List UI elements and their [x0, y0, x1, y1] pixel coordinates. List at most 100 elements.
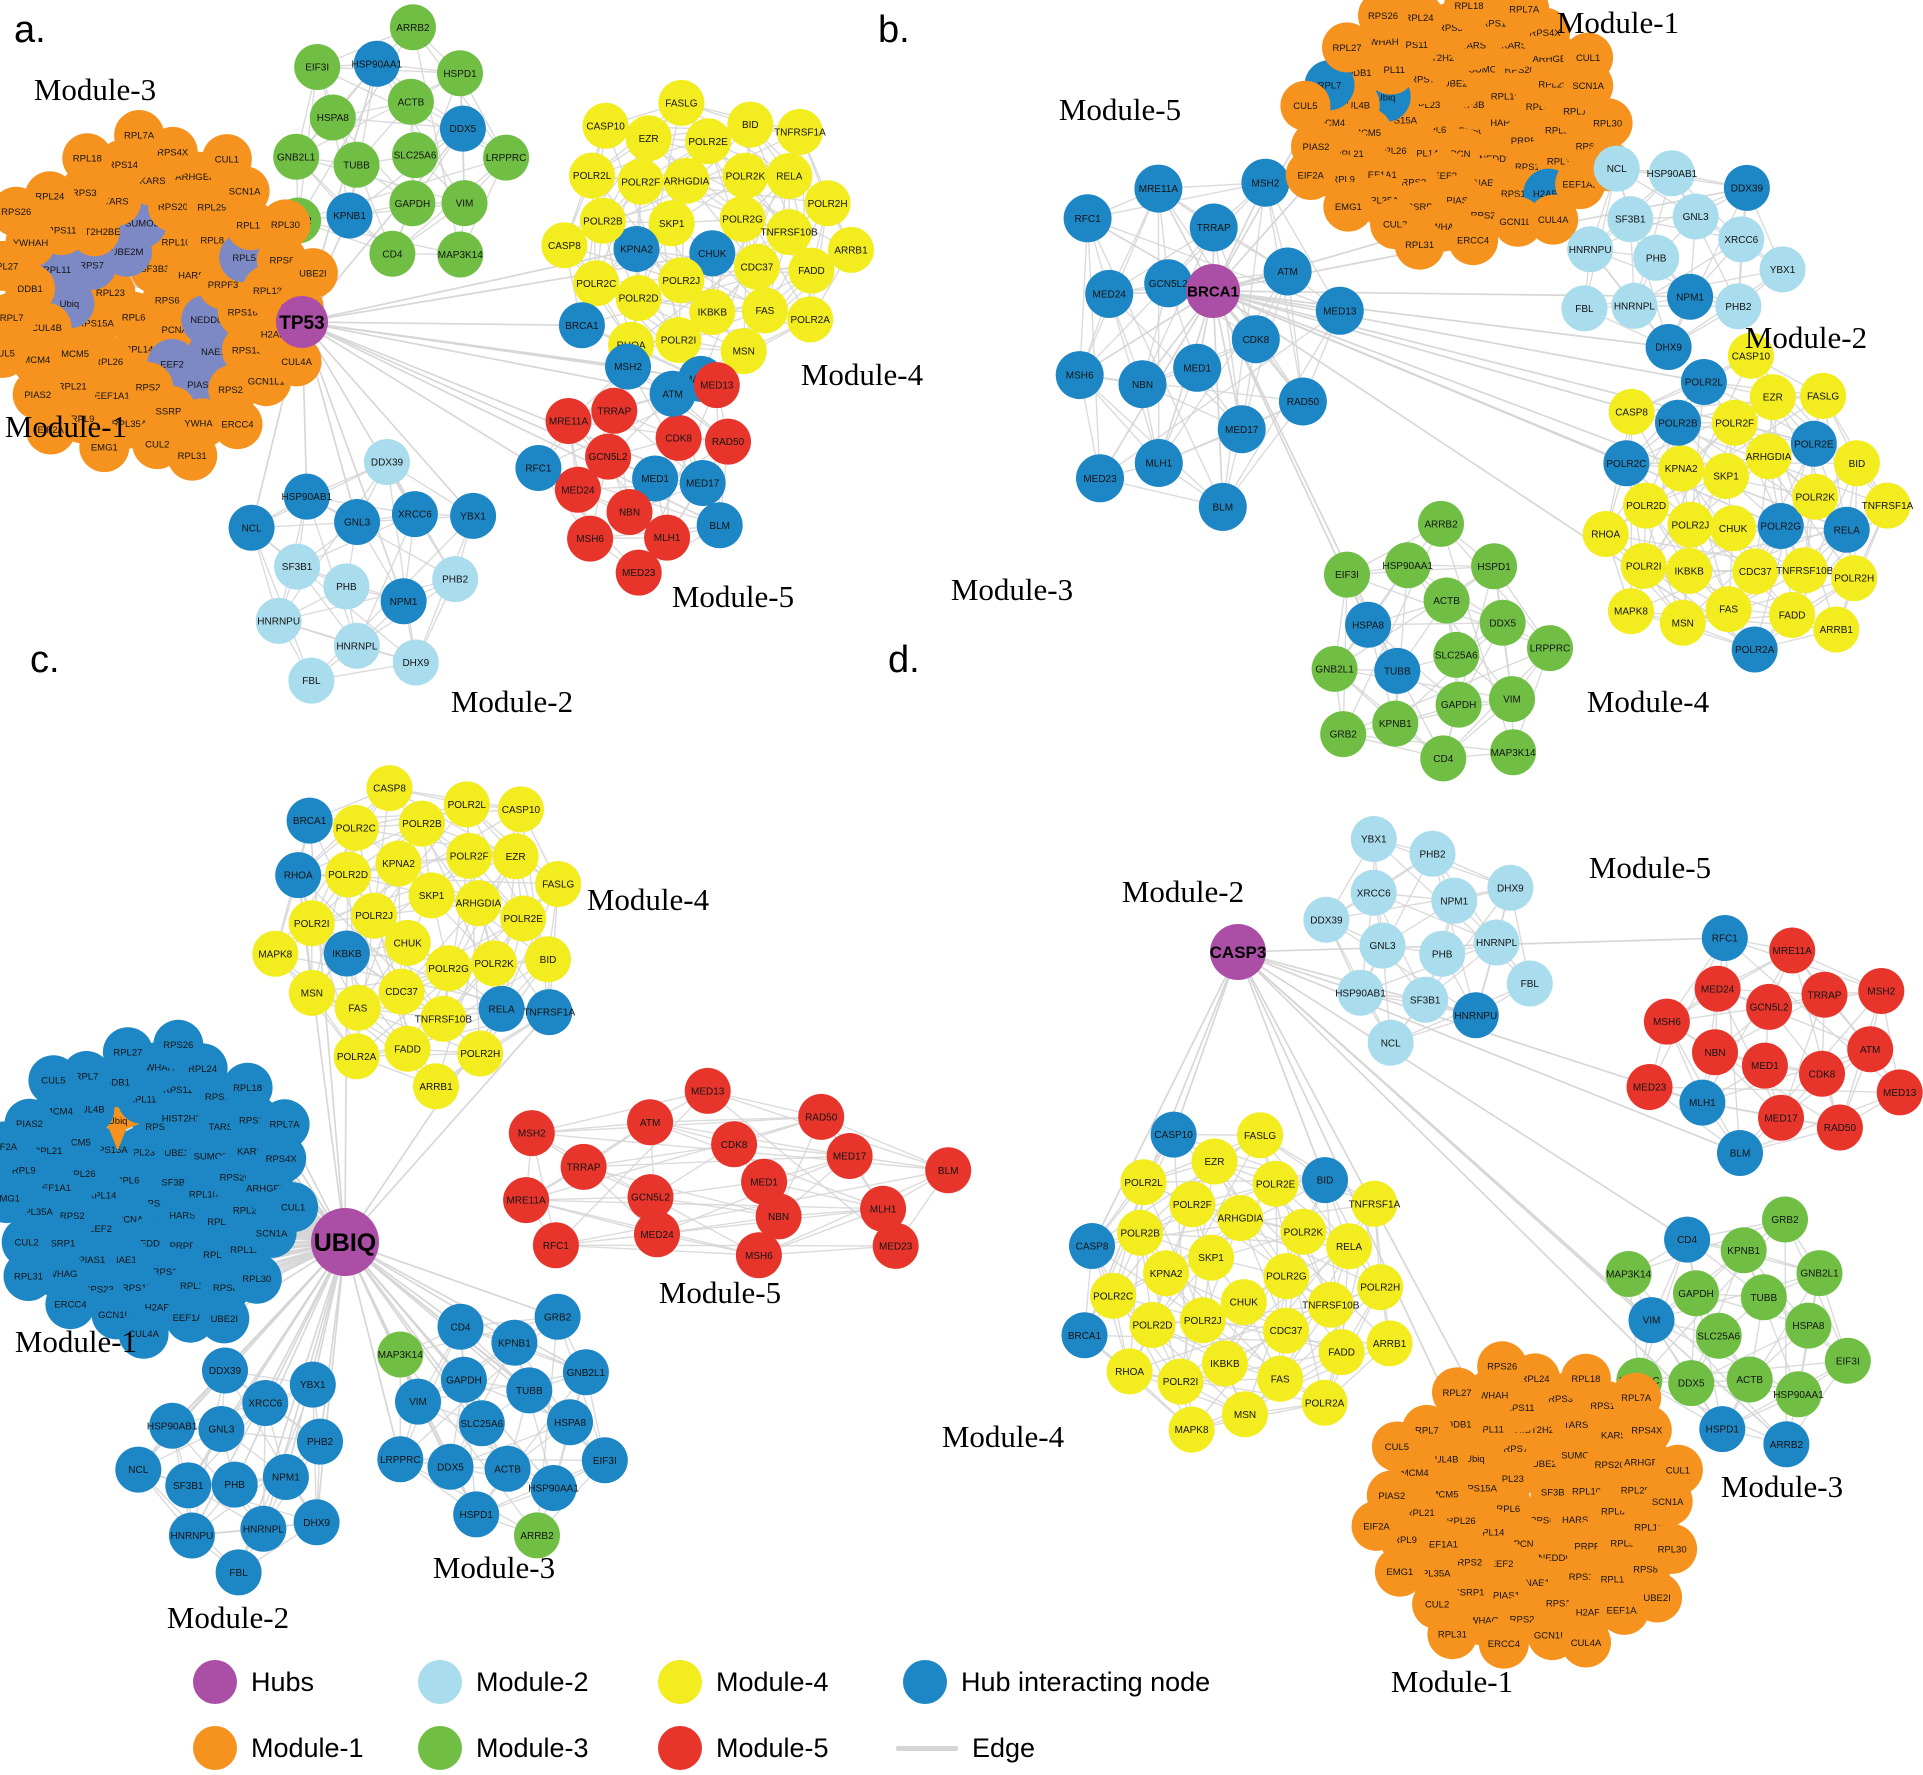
network-node[interactable]: [1727, 332, 1774, 379]
network-node[interactable]: [1315, 286, 1364, 335]
network-node[interactable]: [632, 455, 679, 502]
network-node[interactable]: [1118, 360, 1167, 409]
network-node[interactable]: [1241, 158, 1290, 207]
network-node[interactable]: [1278, 377, 1327, 426]
network-node[interactable]: [392, 639, 439, 686]
network-node[interactable]: [1833, 440, 1880, 487]
network-node[interactable]: [255, 597, 302, 644]
network-node[interactable]: [389, 4, 436, 51]
network-node[interactable]: [573, 260, 620, 307]
network-node[interactable]: [696, 502, 743, 549]
network-node[interactable]: [271, 336, 322, 387]
network-node[interactable]: [1490, 729, 1537, 776]
network-node[interactable]: [1781, 547, 1828, 594]
network-node[interactable]: [1433, 631, 1480, 678]
network-node[interactable]: [287, 248, 338, 299]
network-node[interactable]: [1623, 482, 1670, 529]
network-node[interactable]: [705, 418, 751, 465]
network-node[interactable]: [655, 317, 702, 363]
network-node[interactable]: [1372, 700, 1419, 747]
network-node[interactable]: [1710, 505, 1757, 552]
network-node[interactable]: [1790, 420, 1837, 467]
network-node[interactable]: [1667, 273, 1714, 320]
network-node[interactable]: [228, 504, 275, 551]
network-node[interactable]: [1567, 226, 1614, 273]
network-node[interactable]: [1231, 315, 1280, 364]
network-node[interactable]: [1134, 439, 1183, 487]
network-node[interactable]: [804, 180, 851, 227]
network-node[interactable]: [437, 231, 484, 278]
network-node[interactable]: [558, 302, 605, 349]
network-node[interactable]: [1633, 234, 1680, 281]
network-node[interactable]: [369, 230, 416, 277]
network-node[interactable]: [1749, 374, 1796, 421]
network-node[interactable]: [1322, 22, 1372, 73]
network-node[interactable]: [625, 115, 672, 162]
network-node[interactable]: [766, 209, 813, 256]
network-node[interactable]: [741, 287, 788, 334]
network-node[interactable]: [167, 430, 218, 481]
network-node[interactable]: [380, 578, 427, 625]
network-node[interactable]: [1593, 145, 1640, 192]
network-node[interactable]: [1492, 196, 1543, 247]
network-node[interactable]: [689, 230, 736, 277]
network-node[interactable]: [554, 466, 601, 513]
network-node[interactable]: [1705, 586, 1752, 633]
network-node[interactable]: [569, 152, 616, 199]
network-node[interactable]: [1324, 551, 1370, 598]
network-node[interactable]: [260, 199, 311, 250]
network-node[interactable]: [1831, 555, 1878, 602]
network-node[interactable]: [1144, 259, 1193, 308]
network-node[interactable]: [1471, 543, 1518, 590]
network-node[interactable]: [1563, 32, 1614, 83]
network-node[interactable]: [1435, 681, 1482, 728]
network-node[interactable]: [391, 491, 438, 538]
network-node[interactable]: [1198, 482, 1247, 531]
network-node[interactable]: [766, 153, 813, 199]
network-node[interactable]: [1189, 203, 1238, 252]
network-node[interactable]: [1311, 645, 1358, 692]
network-node[interactable]: [1263, 247, 1312, 296]
network-node[interactable]: [788, 247, 835, 294]
network-node[interactable]: [1285, 150, 1336, 200]
network-node[interactable]: [693, 362, 740, 409]
network-node[interactable]: [1527, 625, 1573, 672]
network-node[interactable]: [585, 433, 632, 480]
network-node[interactable]: [579, 197, 626, 244]
network-node[interactable]: [392, 132, 438, 179]
network-node[interactable]: [1620, 542, 1667, 589]
network-node[interactable]: [567, 515, 614, 562]
network-node[interactable]: [1723, 164, 1770, 211]
network-node[interactable]: [787, 296, 834, 343]
network-node[interactable]: [1444, 0, 1494, 31]
network-node[interactable]: [333, 141, 380, 188]
network-node[interactable]: [1489, 676, 1535, 723]
network-node[interactable]: [0, 327, 28, 378]
network-node[interactable]: [1173, 343, 1222, 392]
network-node[interactable]: [1280, 80, 1331, 131]
network-node[interactable]: [648, 200, 695, 247]
network-node[interactable]: [649, 370, 696, 417]
network-node[interactable]: [719, 196, 766, 242]
network-node[interactable]: [658, 257, 705, 304]
network-node[interactable]: [334, 499, 381, 545]
network-node[interactable]: [727, 101, 774, 148]
network-node[interactable]: [679, 460, 726, 506]
network-node[interactable]: [582, 102, 629, 149]
network-node[interactable]: [1418, 500, 1464, 547]
network-node[interactable]: [1085, 269, 1134, 318]
network-node[interactable]: [1134, 164, 1183, 213]
network-node[interactable]: [387, 78, 434, 125]
network-node[interactable]: [1423, 577, 1470, 624]
network-node[interactable]: [1745, 433, 1792, 480]
network-node[interactable]: [1659, 599, 1706, 646]
network-node[interactable]: [1608, 588, 1654, 635]
network-node[interactable]: [326, 192, 373, 239]
network-node[interactable]: [1823, 506, 1870, 553]
network-node[interactable]: [364, 439, 410, 485]
network-node[interactable]: [733, 243, 780, 290]
network-node[interactable]: [541, 222, 588, 269]
network-node[interactable]: [450, 492, 497, 539]
network-node[interactable]: [437, 50, 483, 97]
network-node[interactable]: [1715, 283, 1762, 330]
